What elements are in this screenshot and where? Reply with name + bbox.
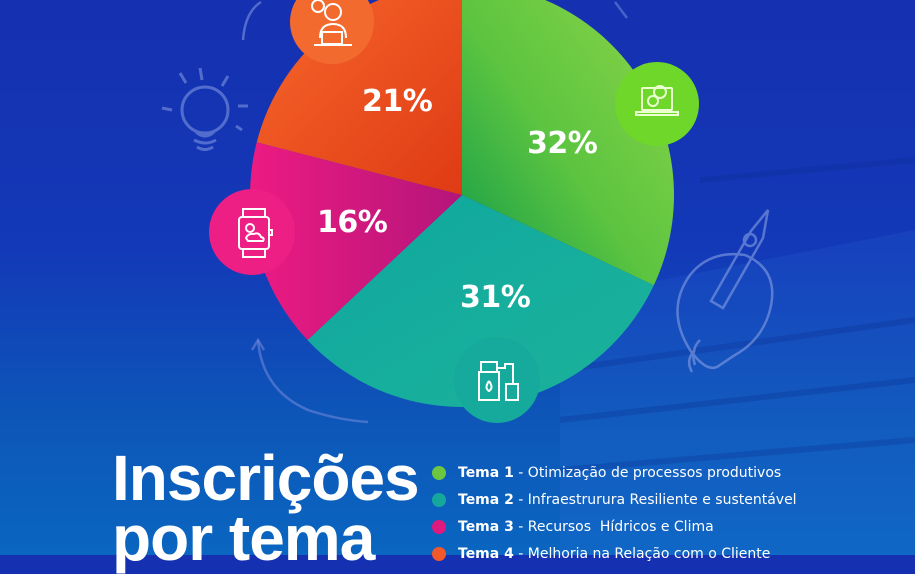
legend-dot-teal: [432, 492, 446, 507]
legend-dot-green: [432, 465, 446, 480]
title-line-2: por tema: [112, 502, 375, 574]
legend-sep: -: [513, 518, 528, 535]
slice-label-tema-4: 21%: [362, 84, 433, 119]
slice-tema-1[interactable]: [462, 0, 674, 286]
laptop-gears-icon: [615, 62, 699, 146]
curved-arrow-icon: [241, 0, 262, 41]
legend-sep: -: [513, 464, 528, 481]
water-treatment-icon: [454, 337, 540, 423]
legend-label: Melhoria na Relação com o Cliente: [527, 545, 771, 562]
legend-sep: -: [513, 491, 528, 508]
slice-label-tema-2: 31%: [460, 280, 531, 315]
rocket-lightbulb-icon: [676, 209, 774, 373]
legend-dot-orange: [432, 546, 446, 561]
curved-arrow-icon: [256, 339, 369, 424]
legend-tag: Tema 4: [458, 545, 514, 562]
legend-item-tema-3: Tema 3 - Recursos Hídricos e Clima: [432, 513, 797, 540]
slice-tema-2[interactable]: [307, 195, 654, 407]
legend-item-tema-4: Tema 4 - Melhoria na Relação com o Clien…: [432, 540, 797, 567]
legend-tag: Tema 1: [458, 464, 514, 481]
slice-tema-3[interactable]: [250, 142, 462, 341]
slice-tema-4[interactable]: [256, 0, 462, 195]
legend-label: Recursos Hídricos e Clima: [527, 518, 714, 535]
page-title: Inscrições por tema: [112, 442, 420, 574]
legend-label: Otimização de processos produtivos: [527, 464, 782, 481]
background: [161, 0, 915, 555]
customer-support-icon: [290, 0, 374, 64]
chart-legend: Tema 1 - Otimização de processos produti…: [432, 459, 797, 567]
legend-dot-pink: [432, 519, 446, 534]
slice-label-tema-3: 16%: [317, 205, 388, 240]
legend-item-tema-1: Tema 1 - Otimização de processos produti…: [432, 459, 797, 486]
legend-tag: Tema 2: [458, 491, 514, 508]
legend-tag: Tema 3: [458, 518, 514, 535]
legend-label: Infraestrurura Resiliente e sustentável: [527, 491, 797, 508]
title-line-1: Inscrições: [112, 442, 420, 514]
legend-sep: -: [513, 545, 528, 562]
smartwatch-weather-icon: [209, 189, 295, 275]
legend-item-tema-2: Tema 2 - Infraestrurura Resiliente e sus…: [432, 486, 797, 513]
pie-chart: [209, 0, 699, 423]
background-decorations: [161, 0, 915, 555]
lightbulb-icon: [161, 67, 248, 151]
slice-label-tema-1: 32%: [527, 126, 598, 161]
